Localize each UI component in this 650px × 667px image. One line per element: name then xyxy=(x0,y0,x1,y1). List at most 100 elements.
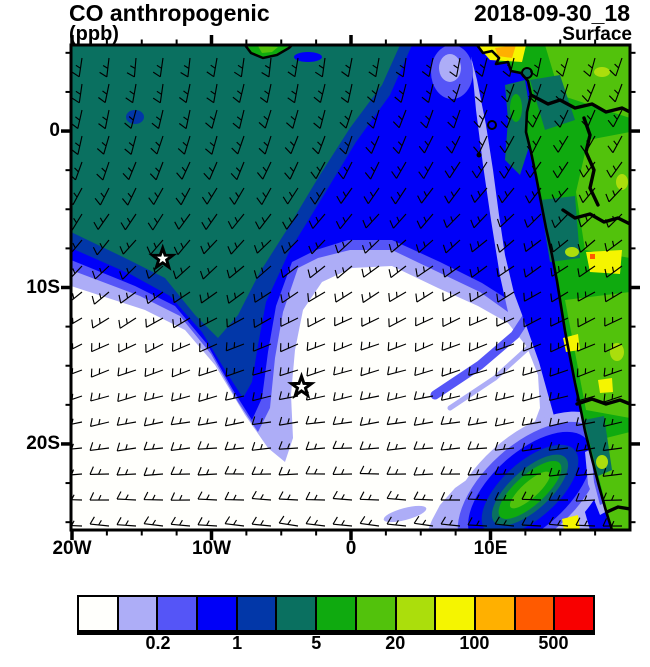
wind-barb xyxy=(172,291,191,304)
wind-barb xyxy=(440,441,461,451)
colorbar-cell xyxy=(436,597,474,630)
wind-barb xyxy=(604,317,623,327)
wind-barb xyxy=(359,515,380,527)
wind-barb xyxy=(177,135,191,155)
wind-barb xyxy=(548,467,569,477)
wind-barb xyxy=(581,83,596,103)
wind-barb xyxy=(308,239,326,255)
wind-barb xyxy=(91,265,110,280)
wind-barb xyxy=(306,367,326,377)
coastline xyxy=(475,45,614,530)
wind-barb xyxy=(171,392,191,402)
wind-barb xyxy=(259,83,272,104)
wind-barb xyxy=(124,109,137,129)
wind-barb xyxy=(469,316,488,327)
wind-barb xyxy=(359,465,380,475)
wind-barb xyxy=(332,416,353,426)
wind-barb xyxy=(170,466,191,475)
colorbar-tick-label: 500 xyxy=(538,633,569,653)
wind-barb xyxy=(390,187,407,205)
wind-barb xyxy=(89,417,110,427)
wind-barb xyxy=(605,187,623,203)
wind-barb xyxy=(284,135,299,155)
wind-barb xyxy=(121,187,137,206)
wind-barb xyxy=(224,465,245,475)
wind-barb xyxy=(173,239,191,255)
wind-barb xyxy=(575,417,596,427)
speckle-blue-top xyxy=(294,52,322,62)
wind-barb xyxy=(359,391,380,401)
colorbar-cell xyxy=(515,597,554,630)
wind-barb xyxy=(206,83,218,104)
wind-barb xyxy=(99,57,110,78)
wind-barb xyxy=(575,442,596,452)
wind-barb xyxy=(333,342,353,352)
land-medium-green-3 xyxy=(565,292,630,418)
wind-barb xyxy=(116,416,137,426)
wind-barb xyxy=(602,442,623,452)
wind-barb xyxy=(550,317,569,327)
wind-barb xyxy=(447,83,461,103)
wind-barb xyxy=(98,83,110,104)
wind-barb xyxy=(495,341,515,351)
wind-barb xyxy=(93,213,110,230)
wind-barb xyxy=(251,466,272,475)
wind-barb xyxy=(197,416,218,426)
wind-barb xyxy=(334,316,353,327)
wind-barb xyxy=(440,466,461,475)
wind-barb xyxy=(332,516,353,527)
wind-barb xyxy=(470,187,488,203)
wind-barb xyxy=(336,187,353,204)
wind-barb xyxy=(554,109,569,128)
wind-barb xyxy=(391,161,407,179)
wind-barb xyxy=(287,57,299,78)
wind-barb xyxy=(443,213,461,229)
wind-barb xyxy=(258,109,272,129)
wind-barb xyxy=(522,342,542,352)
wind-barb xyxy=(286,109,299,129)
wind-barb xyxy=(494,417,515,427)
wind-barb xyxy=(415,291,434,303)
wind-barb xyxy=(575,492,596,502)
wind-barb xyxy=(280,317,299,327)
wind-barb xyxy=(470,213,488,229)
wind-barb xyxy=(150,135,164,155)
wind-barb xyxy=(529,57,542,78)
wind-barb xyxy=(442,239,461,254)
wind-barb xyxy=(224,516,245,527)
wind-barb xyxy=(143,441,164,451)
colorbar-cell xyxy=(317,597,355,630)
wind-barb xyxy=(152,83,164,104)
wind-barb xyxy=(494,516,515,527)
wind-barb xyxy=(495,367,515,377)
wind-barb xyxy=(197,491,218,501)
land-yellow-4 xyxy=(598,378,613,393)
wind-barb xyxy=(339,109,353,129)
wind-barb xyxy=(305,516,326,527)
wind-barb xyxy=(413,491,434,501)
wind-barb xyxy=(603,393,623,403)
wind-barb xyxy=(523,291,542,302)
colorbar-tick-label: 1 xyxy=(232,633,243,653)
x-axis-tick-label: 10E xyxy=(473,538,508,559)
colorbar-tick-label: 20 xyxy=(385,633,406,653)
wind-barb xyxy=(96,135,110,155)
wind-barb xyxy=(232,83,245,103)
wind-barb xyxy=(549,367,569,377)
colorbar-cell xyxy=(79,597,117,630)
wind-barb xyxy=(469,239,488,253)
wind-barb xyxy=(607,109,623,128)
wind-barb xyxy=(522,366,542,376)
wind-barb xyxy=(256,187,272,205)
wind-barb xyxy=(607,135,623,154)
wind-barb xyxy=(332,490,353,501)
wind-barb xyxy=(361,239,380,254)
wind-barb xyxy=(197,466,218,476)
wind-barb xyxy=(421,57,434,78)
wind-barb xyxy=(170,492,191,501)
wind-barb xyxy=(172,265,191,280)
wind-barb xyxy=(386,466,407,475)
wind-barb xyxy=(413,466,434,476)
wind-barb xyxy=(388,291,407,303)
